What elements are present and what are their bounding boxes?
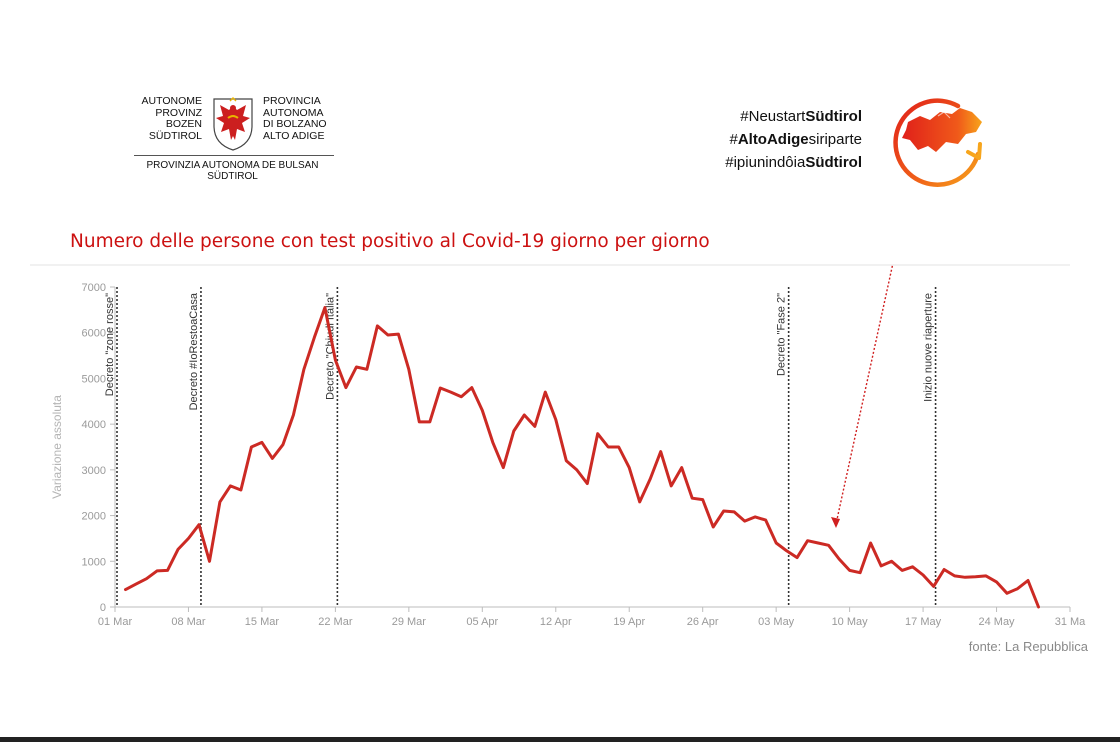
- x-tick-label: 15 Mar: [245, 616, 280, 628]
- logo-text-line: AUTONOMA: [263, 106, 324, 119]
- south-tyrol-map-icon: [893, 98, 982, 187]
- pointer-arrow-line: [835, 264, 894, 525]
- annotation-label: Decreto "zone rosse": [104, 293, 116, 396]
- positive-cases-line-chart: 0 1000 2000 3000 4000 5000 6000 7000 Variazione …: [30, 264, 1086, 628]
- series-line: [124, 306, 1040, 609]
- y-axis-title: Variazione assoluta: [50, 395, 64, 499]
- x-tick-label: 03 May: [758, 616, 795, 628]
- x-tick-label: 19 Apr: [613, 616, 645, 628]
- logo-text-line: SÜDTIROL: [207, 171, 258, 182]
- pointer-arrow-head: [831, 517, 840, 528]
- y-tick-label: 5000: [82, 373, 106, 385]
- y-tick-label: 7000: [82, 282, 106, 294]
- x-tick-label: 29 Mar: [392, 616, 427, 628]
- logo-text-line: PROVINCIA: [263, 95, 321, 107]
- y-tick-label: 1000: [82, 556, 106, 568]
- x-tick-label: 22 Mar: [318, 616, 353, 628]
- eagle-coat-of-arms-icon: [213, 97, 253, 151]
- logo-ladin-text: PROVINZIA AUTONOMA DE BULSAN SÜDTIROL: [130, 160, 335, 182]
- chart-area: 0 1000 2000 3000 4000 5000 6000 7000 Variazione …: [30, 264, 1100, 654]
- hashtag-line: #ipiunindôiaSüdtirol: [725, 154, 862, 171]
- x-tick-label: 01 Mar: [98, 616, 133, 628]
- y-tick-label: 0: [100, 602, 106, 614]
- x-tick-label: 08 Mar: [171, 616, 206, 628]
- chart-headline: Numero delle persone con test positivo a…: [70, 231, 710, 252]
- annotation-label: Inizio nuove riaperture: [923, 293, 935, 402]
- province-logo: AUTONOME PROVINZ BOZEN SÜDTIROL PROVINCI…: [130, 95, 335, 196]
- logo-text-line: PROVINZIA AUTONOMA DE BULSAN: [146, 160, 319, 171]
- x-tick-label: 17 May: [905, 616, 942, 628]
- logo-text-line: DI BOLZANO: [263, 118, 327, 130]
- hashtag-line: #NeustartSüdtirol: [740, 108, 862, 125]
- x-tick-label: 31 Ma: [1055, 616, 1086, 628]
- x-tick-label: 10 May: [832, 616, 869, 628]
- logo-divider: [134, 155, 334, 156]
- logo-text-line: PROVINZ: [155, 106, 202, 119]
- logo-text-line: ALTO ADIGE: [263, 129, 325, 142]
- logo-text-line: BOZEN: [165, 118, 202, 130]
- annotation-label: Decreto "Fase 2": [776, 293, 788, 376]
- y-tick-label: 3000: [82, 465, 106, 477]
- y-tick-label: 6000: [82, 328, 106, 340]
- logo-text-line: SÜDTIROL: [148, 129, 202, 142]
- x-tick-label: 26 Apr: [687, 616, 719, 628]
- x-tick-label: 12 Apr: [540, 616, 572, 628]
- x-tick-label: 24 May: [978, 616, 1015, 628]
- source-credit: fonte: La Repubblica: [968, 639, 1088, 654]
- campaign-hashtags: #NeustartSüdtirol #AltoAdigesiriparte #i…: [725, 105, 862, 174]
- logo-italian-text: PROVINCIA AUTONOMA DI BOLZANO ALTO ADIGE: [263, 95, 343, 142]
- logo-text-line: AUTONOME: [141, 95, 202, 107]
- annotation-label: Decreto #IoRestoaCasa: [188, 292, 200, 410]
- x-tick-label: 05 Apr: [466, 616, 498, 628]
- y-tick-label: 2000: [82, 511, 106, 523]
- hashtag-line: #AltoAdigesiriparte: [729, 131, 862, 148]
- logo-german-text: AUTONOME PROVINZ BOZEN SÜDTIROL: [130, 95, 202, 142]
- bottom-border: [0, 737, 1120, 742]
- y-tick-label: 4000: [82, 419, 106, 431]
